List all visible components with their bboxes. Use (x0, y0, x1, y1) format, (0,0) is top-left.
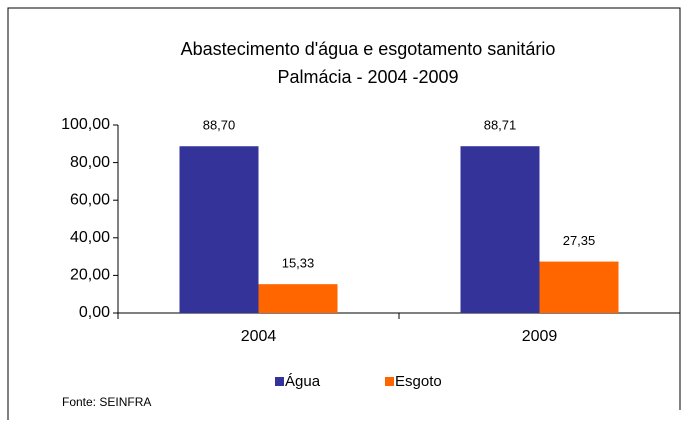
legend-label: Esgoto (395, 373, 442, 390)
x-tick-label: 2009 (522, 328, 558, 345)
y-tick-label: 40,00 (70, 229, 110, 246)
data-label: 88,71 (484, 118, 517, 133)
chart-subtitle: Palmácia - 2004 -2009 (277, 67, 458, 87)
y-tick-label: 20,00 (70, 267, 110, 284)
data-label: 15,33 (282, 256, 315, 271)
y-tick-label: 80,00 (70, 154, 110, 171)
data-label: 27,35 (563, 233, 596, 248)
legend-swatch (275, 377, 284, 386)
x-tick-label: 2004 (241, 328, 277, 345)
y-tick-label: 60,00 (70, 191, 110, 208)
bar (258, 284, 338, 313)
bar (460, 146, 540, 313)
legend-swatch (385, 377, 394, 386)
legend-label: Água (285, 373, 321, 390)
y-tick-label: 0,00 (79, 304, 110, 321)
chart-frame (7, 7, 681, 420)
data-label: 88,70 (203, 118, 236, 133)
bar (179, 146, 259, 313)
chart-title: Abastecimento d'água e esgotamento sanit… (181, 39, 556, 59)
bar (539, 261, 619, 313)
y-tick-label: 100,00 (61, 116, 110, 133)
source-note: Fonte: SEINFRA (62, 395, 151, 409)
